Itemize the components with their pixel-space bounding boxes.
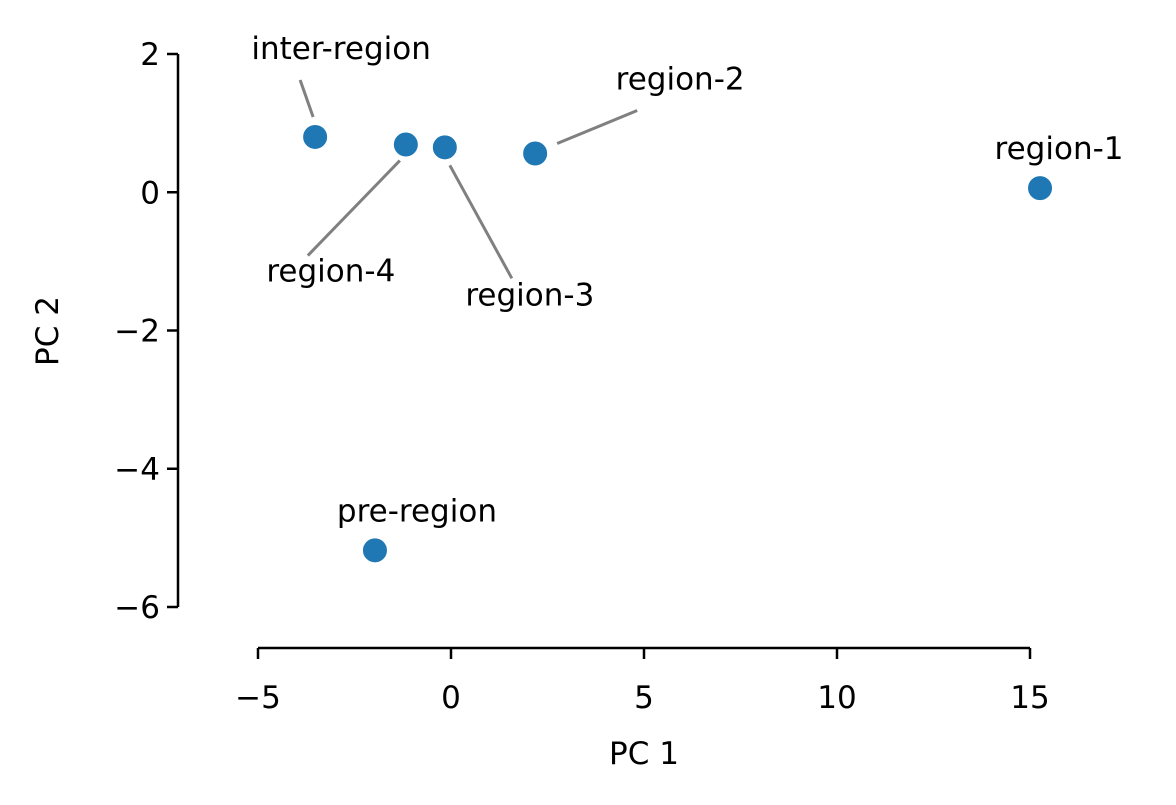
x-tick-label: −5: [235, 680, 281, 716]
point: [360, 536, 389, 565]
point: [1026, 174, 1055, 203]
y-tick-label: −6: [114, 590, 160, 626]
x-axis-label: PC 1: [609, 736, 679, 772]
y-tick-label: −2: [114, 314, 160, 350]
point-label: pre-region: [337, 493, 497, 529]
x-tick-label: 0: [441, 680, 461, 716]
y-axis-label: PC 2: [30, 296, 66, 366]
x-tick-label: 15: [1010, 680, 1049, 716]
point: [430, 133, 459, 162]
leader-line: [298, 79, 315, 118]
y-tick-label: 2: [140, 37, 160, 73]
point-label: region-4: [266, 254, 395, 290]
x-tick-label: 10: [817, 680, 856, 716]
point-label: inter-region: [251, 31, 430, 67]
point: [521, 139, 550, 168]
point-label: region-1: [995, 131, 1124, 167]
x-tick-label: 5: [634, 680, 654, 716]
point-label: region-2: [616, 62, 745, 98]
leader-line: [306, 159, 401, 257]
point-label: region-3: [465, 277, 594, 313]
point: [301, 122, 330, 151]
leader-line: [448, 164, 514, 280]
leader-line: [556, 109, 638, 145]
point: [391, 130, 420, 159]
y-tick-label: 0: [140, 175, 160, 211]
y-tick-label: −4: [114, 452, 160, 488]
